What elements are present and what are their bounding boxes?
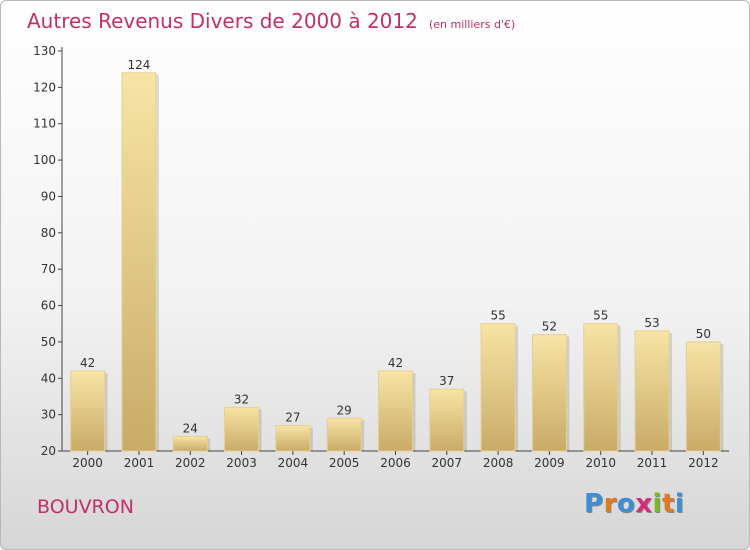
logo-letter: r	[603, 489, 617, 519]
commune-name: BOUVRON	[37, 496, 134, 518]
bar	[172, 435, 208, 452]
y-tick-label: 120	[33, 80, 56, 94]
bar	[275, 425, 311, 452]
y-tick-label: 100	[33, 153, 56, 167]
bar	[70, 370, 106, 452]
logo-letter: t	[661, 489, 675, 519]
x-tick-label: 2010	[585, 456, 616, 470]
bar	[121, 72, 157, 452]
x-tick-label: 2003	[226, 456, 257, 470]
logo-letter: x	[635, 489, 653, 519]
bar-value-label: 42	[80, 356, 95, 370]
y-tick-label: 60	[41, 299, 56, 313]
bar-value-label: 55	[593, 309, 608, 323]
bar	[685, 341, 721, 452]
x-tick-label: 2012	[688, 456, 719, 470]
bar-value-label: 32	[234, 392, 249, 406]
y-tick-label: 110	[33, 117, 56, 131]
bar	[480, 323, 516, 452]
x-tick-label: 2006	[380, 456, 411, 470]
bar	[583, 323, 619, 452]
bar-value-label: 55	[490, 309, 505, 323]
x-tick-label: 2001	[124, 456, 155, 470]
bar-value-label: 124	[128, 58, 151, 72]
y-tick-label: 50	[41, 335, 56, 349]
bar	[429, 388, 465, 452]
bar	[224, 406, 260, 452]
x-tick-label: 2008	[483, 456, 514, 470]
bar-value-label: 27	[285, 411, 300, 425]
bar	[634, 330, 670, 452]
bar-value-label: 52	[542, 320, 557, 334]
bar	[326, 417, 362, 452]
bar	[378, 370, 413, 452]
x-tick-label: 2007	[432, 456, 463, 470]
bar-value-label: 42	[388, 356, 403, 370]
chart-title: Autres Revenus Divers de 2000 à 2012 (en…	[27, 9, 515, 33]
bar-value-label: 50	[696, 327, 711, 341]
logo-letter: P	[584, 489, 604, 519]
bar-value-label: 29	[337, 403, 352, 417]
bar	[531, 334, 567, 452]
x-tick-label: 2009	[534, 456, 565, 470]
logo-letter: i	[652, 489, 662, 519]
x-tick-label: 2000	[72, 456, 103, 470]
chart-title-main: Autres Revenus Divers de 2000 à 2012	[27, 9, 418, 33]
y-tick-label: 80	[41, 226, 56, 240]
x-tick-label: 2004	[278, 456, 309, 470]
y-tick-label: 90	[41, 189, 56, 203]
x-tick-label: 2002	[175, 456, 206, 470]
proxiti-logo: Proxiti	[584, 489, 684, 519]
y-tick-label: 70	[41, 262, 56, 276]
x-tick-label: 2011	[637, 456, 668, 470]
bar-value-label: 37	[439, 374, 454, 388]
chart-title-unit: (en milliers d'€)	[428, 18, 516, 31]
bar-value-label: 24	[183, 421, 198, 435]
logo-letter: i	[674, 489, 685, 519]
y-tick-label: 40	[41, 371, 56, 385]
y-tick-label: 30	[41, 408, 56, 422]
y-tick-label: 20	[41, 444, 56, 458]
x-tick-label: 2005	[329, 456, 360, 470]
logo-letter: o	[616, 489, 636, 519]
y-tick-label: 130	[33, 44, 56, 58]
bar-value-label: 53	[644, 316, 659, 330]
